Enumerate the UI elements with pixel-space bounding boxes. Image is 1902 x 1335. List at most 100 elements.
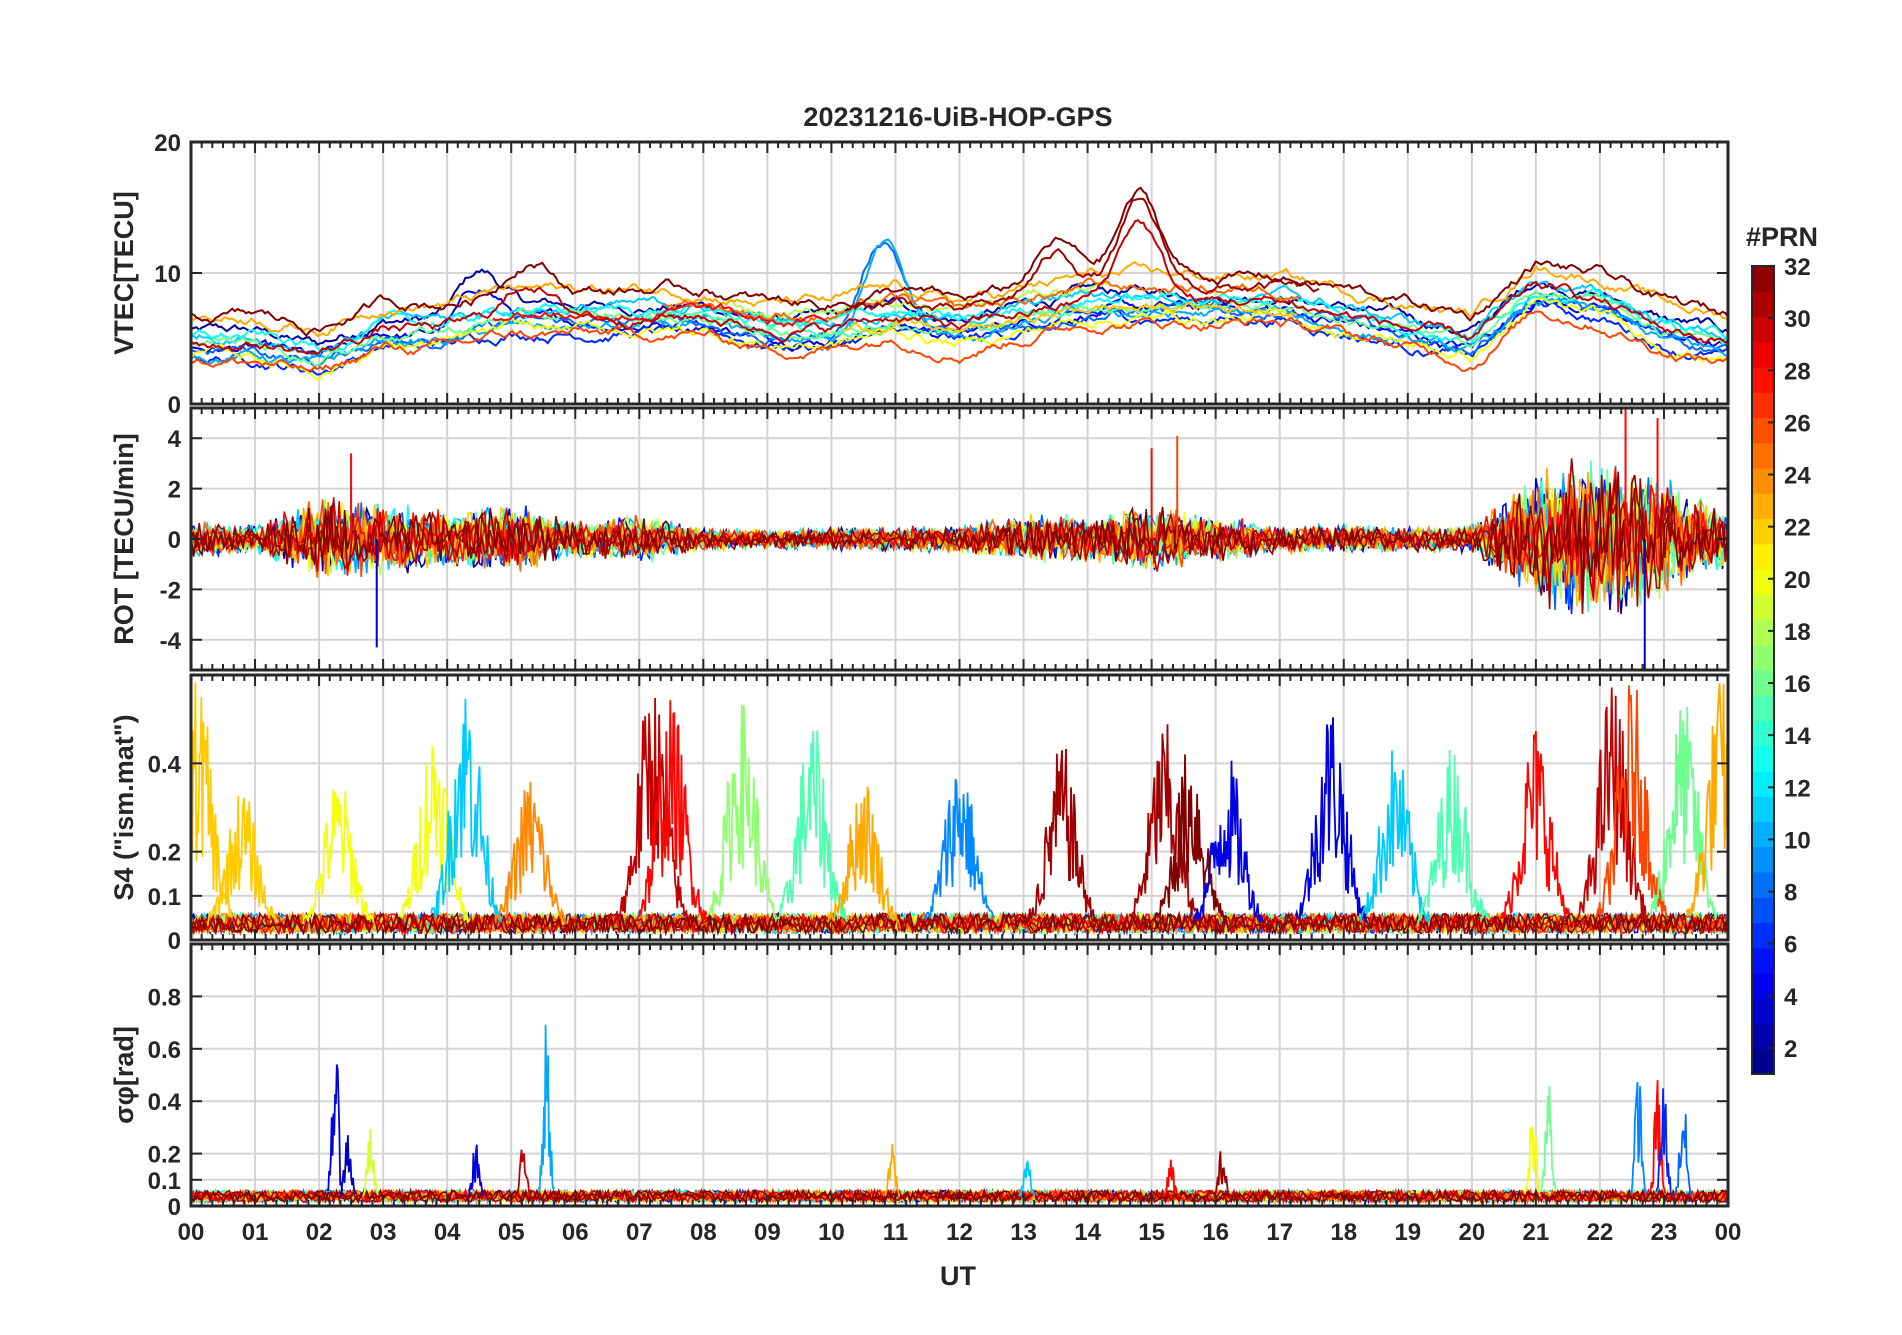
x-tick-label: 03 <box>370 1219 397 1246</box>
y-tick-label-s4: 0.2 <box>148 840 181 867</box>
sigma_phi-burst-prn-20 <box>1524 1126 1542 1197</box>
sigma_phi-burst-prn-11 <box>1018 1160 1036 1199</box>
colorbar-tick-label: 8 <box>1784 880 1797 907</box>
sigma_phi-burst-prn-19 <box>362 1129 379 1197</box>
colorbar-tick-label: 32 <box>1784 254 1811 281</box>
colorbar-segment <box>1752 998 1774 1025</box>
vtec-line-prn-32 <box>191 186 1728 338</box>
s4-burst-prn-23 <box>1685 683 1728 916</box>
y-tick-label-s4: 0.4 <box>148 751 182 778</box>
x-tick-label: 00 <box>1715 1219 1742 1246</box>
s4-burst-prn-11 <box>430 698 503 924</box>
s4-burst-prn-28 <box>1499 731 1572 920</box>
series-group-rot <box>191 408 1728 670</box>
y-tick-label-s4: 0.1 <box>148 884 181 911</box>
sigma_phi-burst-prn-4 <box>467 1144 484 1198</box>
colorbar-segment <box>1752 846 1774 873</box>
sigma_phi-burst-prn-28 <box>1649 1080 1667 1194</box>
colorbar-segment <box>1752 417 1774 444</box>
colorbar-tick-label: 14 <box>1784 723 1811 750</box>
sigma_phi-burst-prn-28 <box>1162 1159 1180 1198</box>
sigma_phi-burst-prn-10 <box>537 1024 555 1193</box>
y-tick-label-sigma_phi: 0 <box>168 1194 181 1221</box>
colorbar-segment <box>1752 872 1774 898</box>
sigma_phi-burst-prn-31 <box>1213 1151 1231 1198</box>
x-tick-label: 08 <box>690 1219 717 1246</box>
colorbar-segment <box>1752 720 1774 747</box>
s4-burst-prn-31 <box>1026 748 1098 923</box>
x-tick-label: 05 <box>498 1219 525 1246</box>
colorbar-segment <box>1752 543 1774 570</box>
colorbar-frame <box>1751 265 1775 1075</box>
y-tick-label-rot: 0 <box>168 527 181 554</box>
colorbar-tick-label: 16 <box>1784 671 1811 698</box>
colorbar-segment <box>1752 442 1774 469</box>
x-tick-label: 02 <box>306 1219 333 1246</box>
s4-burst-prn-15 <box>1416 750 1489 925</box>
x-tick-label: 07 <box>626 1219 653 1246</box>
x-tick-label: 11 <box>883 1219 908 1246</box>
vtec-line-prn-10 <box>191 238 1728 365</box>
colorbar-segment <box>1752 316 1774 343</box>
colorbar-segment <box>1752 291 1774 318</box>
s4-burst-prn-4 <box>1294 717 1368 923</box>
sigma_phi-burst-prn-9 <box>1629 1081 1647 1196</box>
colorbar-tick-label: 24 <box>1784 463 1811 490</box>
colorbar-tick-label: 20 <box>1784 567 1811 594</box>
y-axis-label-sigma_phi: σφ[rad] <box>109 1026 139 1124</box>
x-tick-label: 13 <box>1010 1219 1037 1246</box>
colorbar-tick-label: 18 <box>1784 619 1811 646</box>
x-tick-label: 14 <box>1074 1219 1101 1246</box>
vtec-line-prn-18 <box>725 280 1109 320</box>
vtec-line-prn-22 <box>844 302 1298 335</box>
colorbar-segment <box>1752 796 1774 823</box>
colorbar-segment <box>1752 644 1774 671</box>
y-tick-label-rot: 4 <box>168 426 182 453</box>
colorbar-segment <box>1752 1023 1774 1050</box>
sigma_phi-burst-prn-3 <box>339 1135 357 1198</box>
colorbar-segment <box>1752 947 1774 974</box>
colorbar-segment <box>1752 341 1774 368</box>
y-tick-label-sigma_phi: 0.8 <box>148 984 181 1011</box>
s4-burst-prn-23 <box>827 786 900 925</box>
sigma_phi-burst-prn-23 <box>884 1144 901 1198</box>
colorbar-tick-label: 4 <box>1784 984 1798 1011</box>
y-axis-label-s4: S4 ("ism.mat") <box>109 714 139 900</box>
colorbar-segment <box>1752 821 1774 848</box>
x-tick-label: 20 <box>1458 1219 1485 1246</box>
colorbar-segment <box>1752 1048 1774 1075</box>
colorbar-segment <box>1752 518 1774 545</box>
s4-burst-prn-30 <box>616 697 689 920</box>
vtec-line-prn-26 <box>191 310 1728 373</box>
y-tick-label-sigma_phi: 0.6 <box>148 1037 181 1064</box>
colorbar-tick-label: 30 <box>1784 306 1811 333</box>
s4-burst-prn-11 <box>1358 750 1431 924</box>
s4-burst-prn-9 <box>923 778 996 923</box>
x-tick-label: 10 <box>818 1219 845 1246</box>
y-tick-label-sigma_phi: 0.1 <box>148 1168 181 1195</box>
colorbar-segment <box>1752 493 1774 520</box>
colorbar-segment <box>1752 367 1774 393</box>
vtec-line-prn-30 <box>191 219 1728 356</box>
colorbar-segment <box>1752 619 1774 646</box>
vtec-line-prn-16 <box>191 289 1728 367</box>
x-tick-label: 15 <box>1138 1219 1165 1246</box>
x-tick-label: 09 <box>754 1219 781 1246</box>
y-axis-label-rot: ROT [TECU/min] <box>109 433 139 644</box>
y-tick-label-rot: 2 <box>168 477 181 504</box>
x-tick-label: 23 <box>1651 1219 1678 1246</box>
x-tick-label: 21 <box>1523 1219 1550 1246</box>
s4-burst-prn-16 <box>1647 706 1719 921</box>
s4-burst-prn-4 <box>1192 760 1265 924</box>
s4-burst-prn-17 <box>705 704 778 922</box>
x-tick-label: 19 <box>1394 1219 1421 1246</box>
colorbar-segment <box>1752 897 1774 924</box>
s4-burst-prn-24 <box>494 782 567 925</box>
y-axis-label-vtec: VTEC[TECU] <box>109 191 139 355</box>
colorbar <box>1751 265 1775 1075</box>
x-tick-label: 04 <box>434 1219 461 1246</box>
colorbar-segment <box>1752 973 1774 999</box>
y-tick-label-s4: 0 <box>168 928 181 955</box>
y-tick-label-sigma_phi: 0.2 <box>148 1142 181 1169</box>
sigma_phi-burst-prn-6 <box>1655 1088 1672 1195</box>
